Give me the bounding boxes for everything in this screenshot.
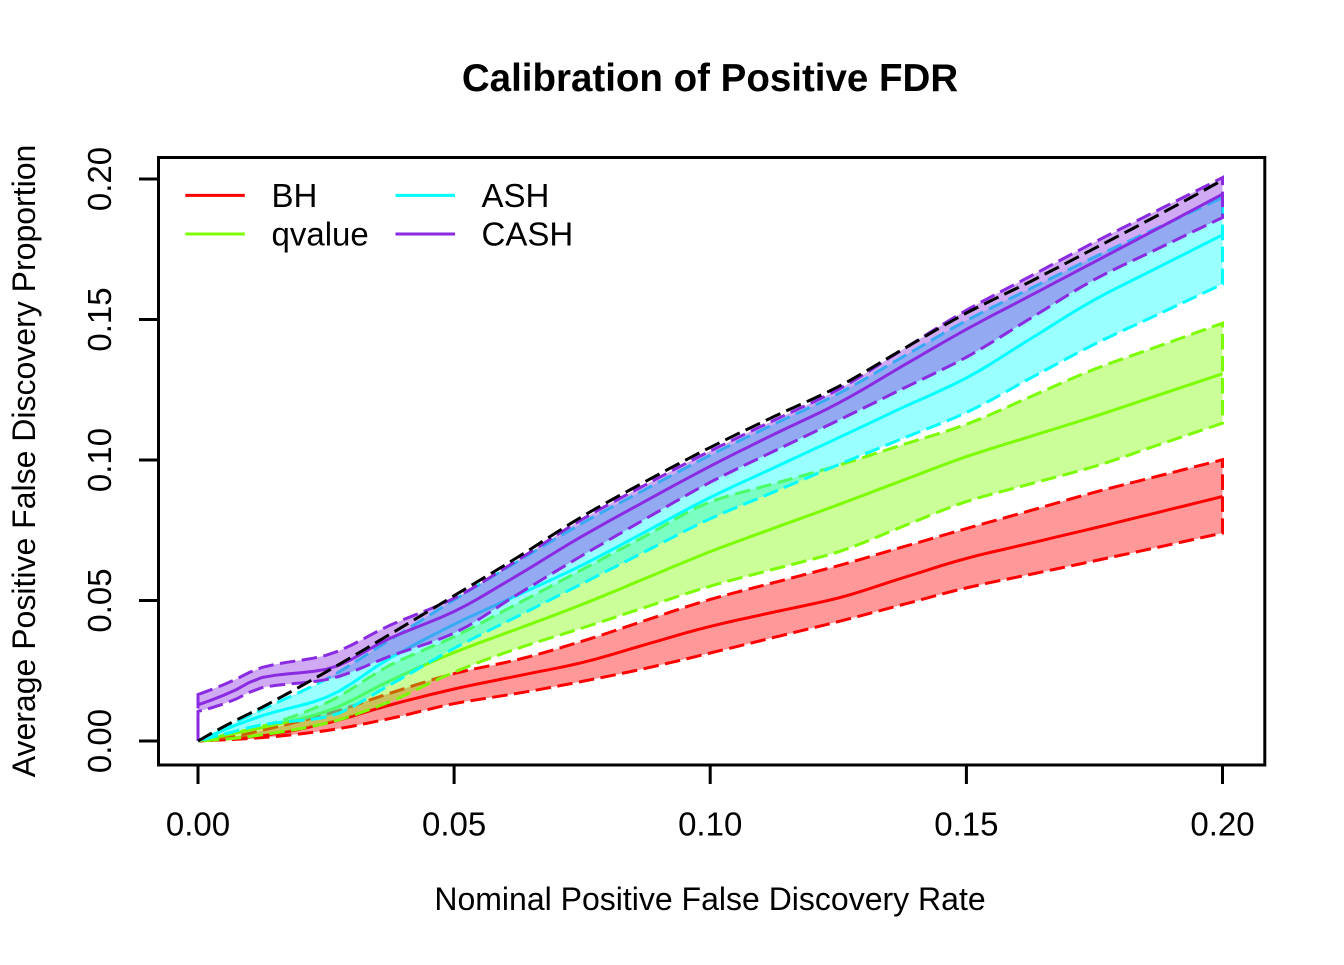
svg-text:CASH: CASH bbox=[482, 215, 574, 252]
svg-text:Average Positive False Discove: Average Positive False Discovery Proport… bbox=[6, 145, 42, 778]
svg-text:0.10: 0.10 bbox=[678, 806, 742, 843]
svg-text:0.20: 0.20 bbox=[81, 147, 118, 211]
svg-text:0.05: 0.05 bbox=[422, 806, 486, 843]
svg-text:BH: BH bbox=[272, 177, 318, 214]
svg-text:0.00: 0.00 bbox=[166, 806, 230, 843]
svg-text:0.10: 0.10 bbox=[81, 428, 118, 492]
svg-text:Nominal Positive False Discove: Nominal Positive False Discovery Rate bbox=[434, 881, 985, 917]
svg-text:0.15: 0.15 bbox=[81, 287, 118, 351]
svg-text:ASH: ASH bbox=[482, 177, 550, 214]
svg-text:Calibration of Positive FDR: Calibration of Positive FDR bbox=[462, 57, 958, 100]
svg-text:0.00: 0.00 bbox=[81, 709, 118, 773]
svg-text:0.20: 0.20 bbox=[1190, 806, 1254, 843]
svg-text:qvalue: qvalue bbox=[272, 215, 369, 252]
svg-text:0.05: 0.05 bbox=[81, 568, 118, 632]
svg-text:0.15: 0.15 bbox=[934, 806, 998, 843]
